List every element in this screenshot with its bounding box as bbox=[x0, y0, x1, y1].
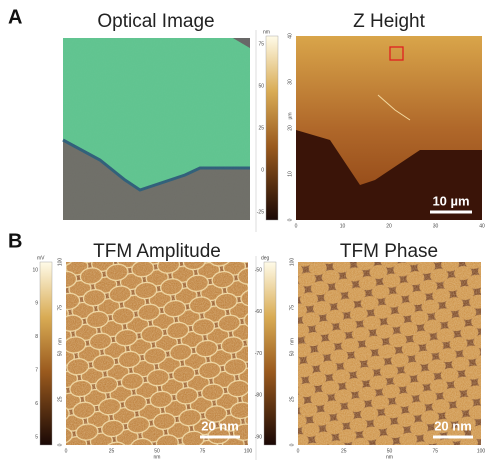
x-tick-label: 50 bbox=[154, 448, 160, 454]
y-tick-label: 10 bbox=[287, 171, 293, 177]
colorbar-tick-label: -25 bbox=[257, 209, 264, 215]
y-tick-label: 0 bbox=[287, 218, 293, 221]
colorbar-tick-label: 0 bbox=[261, 167, 264, 173]
y-tick-label: 30 bbox=[287, 79, 293, 85]
panel-title: TFM Amplitude bbox=[93, 241, 221, 262]
colorbar-tick-label: -70 bbox=[255, 351, 262, 357]
y-axis-unit: nm bbox=[289, 338, 295, 345]
y-axis-unit: nm bbox=[57, 338, 63, 345]
y-tick-label: 50 bbox=[289, 351, 295, 357]
x-tick-label: 75 bbox=[200, 448, 206, 454]
amplitude-image bbox=[66, 262, 248, 445]
colorbar-tick-label: -90 bbox=[255, 434, 262, 440]
colorbar-tick-label: 10 bbox=[32, 267, 38, 273]
colorbar-tick-label: 75 bbox=[258, 41, 264, 47]
x-tick-label: 10 bbox=[340, 223, 346, 229]
colorbar-unit: mV bbox=[37, 255, 45, 261]
y-tick-label: 0 bbox=[289, 443, 295, 446]
y-tick-label: 50 bbox=[57, 351, 63, 357]
y-tick-label: 75 bbox=[57, 305, 63, 311]
x-tick-label: 30 bbox=[433, 223, 439, 229]
colorbar bbox=[263, 261, 277, 446]
colorbar-unit: deg bbox=[261, 255, 270, 261]
colorbar-tick-label: 25 bbox=[258, 125, 264, 131]
z-height-image bbox=[296, 36, 482, 220]
colorbar-tick-label: -50 bbox=[255, 267, 262, 273]
y-tick-label: 75 bbox=[289, 305, 295, 311]
colorbar bbox=[265, 35, 279, 221]
x-tick-label: 100 bbox=[244, 448, 253, 454]
panel-title: Z Height bbox=[353, 11, 426, 32]
x-tick-label: 25 bbox=[109, 448, 115, 454]
y-tick-label: 40 bbox=[287, 33, 293, 39]
panel-label: A bbox=[8, 6, 22, 28]
x-tick-label: 25 bbox=[341, 448, 347, 454]
x-tick-label: 0 bbox=[297, 448, 300, 454]
y-tick-label: 100 bbox=[57, 258, 63, 267]
colorbar-tick-label: 8 bbox=[35, 334, 38, 340]
y-tick-label: 25 bbox=[289, 396, 295, 402]
colorbar-tick-label: -80 bbox=[255, 393, 262, 399]
y-tick-label: 0 bbox=[57, 443, 63, 446]
phase-image bbox=[298, 262, 481, 445]
x-tick-label: 75 bbox=[432, 448, 438, 454]
scale-bar-label: 10 µm bbox=[432, 193, 469, 208]
colorbar bbox=[39, 261, 53, 446]
x-tick-label: 0 bbox=[65, 448, 68, 454]
x-axis-unit: nm bbox=[386, 454, 393, 460]
x-tick-label: 20 bbox=[386, 223, 392, 229]
colorbar-tick-label: 6 bbox=[35, 401, 38, 407]
colorbar-tick-label: 9 bbox=[35, 301, 38, 307]
colorbar-tick-label: 5 bbox=[35, 434, 38, 440]
optical-image bbox=[62, 38, 250, 220]
colorbar-tick-label: 7 bbox=[35, 368, 38, 374]
x-tick-label: 100 bbox=[477, 448, 486, 454]
y-axis-unit: µm bbox=[287, 112, 293, 119]
panel-title: Optical Image bbox=[97, 11, 214, 32]
x-axis-unit: nm bbox=[154, 454, 161, 460]
x-tick-label: 40 bbox=[479, 223, 485, 229]
colorbar-tick-label: 50 bbox=[258, 83, 264, 89]
colorbar-tick-label: -60 bbox=[255, 309, 262, 315]
scale-bar-label: 20 nm bbox=[201, 418, 239, 433]
y-tick-label: 20 bbox=[287, 125, 293, 131]
y-tick-label: 100 bbox=[289, 258, 295, 267]
panel-label: B bbox=[8, 230, 22, 252]
colorbar-unit: nm bbox=[263, 29, 270, 35]
scale-bar-label: 20 nm bbox=[434, 418, 472, 433]
panel-title: TFM Phase bbox=[340, 241, 438, 262]
x-tick-label: 50 bbox=[387, 448, 393, 454]
y-tick-label: 25 bbox=[57, 396, 63, 402]
x-tick-label: 0 bbox=[295, 223, 298, 229]
